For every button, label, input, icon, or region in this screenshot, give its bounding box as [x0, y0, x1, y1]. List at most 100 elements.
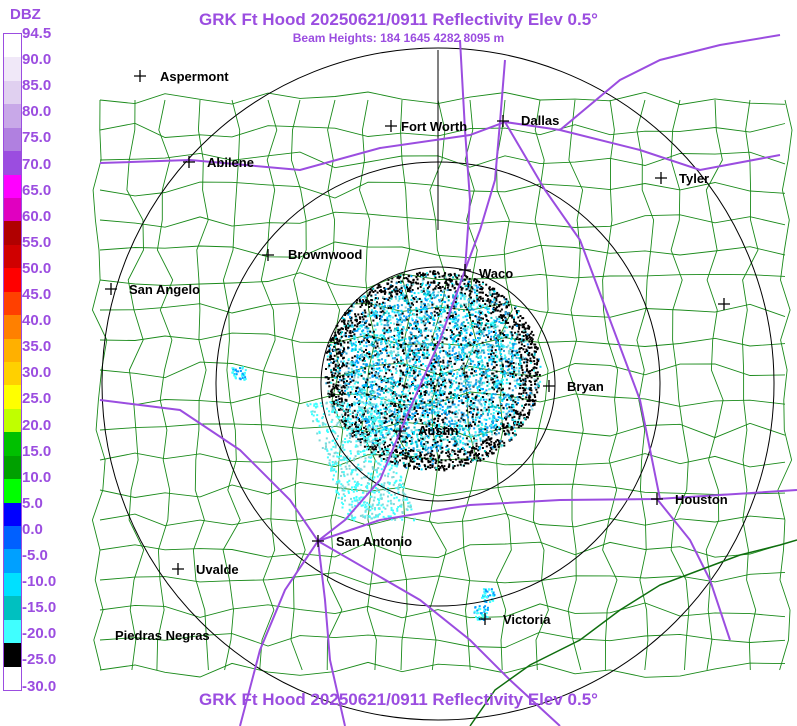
- echo-pixel: [424, 303, 426, 306]
- echo-pixel: [488, 332, 491, 335]
- echo-pixel: [472, 301, 475, 304]
- echo-pixel: [458, 397, 460, 399]
- echo-pixel: [393, 411, 396, 414]
- county-line: [156, 99, 174, 671]
- echo-pixel: [376, 340, 379, 343]
- echo-pixel: [385, 329, 388, 332]
- echo-pixel: [433, 362, 436, 365]
- echo-pixel: [353, 328, 356, 331]
- legend-color-segment: [4, 596, 21, 621]
- echo-pixel: [445, 352, 448, 355]
- echo-pixel: [493, 321, 496, 324]
- echo-pixel: [369, 401, 372, 404]
- echo-pixel: [520, 425, 523, 427]
- echo-pixel: [370, 418, 373, 421]
- echo-pixel: [388, 287, 391, 290]
- echo-pixel: [420, 459, 423, 462]
- echo-pixel: [364, 320, 367, 323]
- echo-pixel: [412, 297, 415, 299]
- echo-pixel: [482, 458, 485, 460]
- echo-pixel: [528, 336, 531, 339]
- echo-pixel: [510, 332, 513, 335]
- echo-pixel: [381, 319, 384, 322]
- echo-pixel: [420, 311, 423, 313]
- echo-pixel: [392, 429, 395, 432]
- echo-pixel: [332, 385, 335, 388]
- echo-pixel: [436, 312, 439, 314]
- echo-pixel: [371, 380, 374, 383]
- echo-pixel: [385, 403, 388, 406]
- echo-pixel: [489, 293, 492, 296]
- echo-pixel: [472, 418, 475, 421]
- echo-pixel: [399, 317, 402, 320]
- echo-pixel: [331, 371, 334, 374]
- echo-pixel: [505, 382, 508, 385]
- echo-pixel: [403, 439, 406, 442]
- echo-pixel: [466, 276, 469, 278]
- echo-pixel: [419, 344, 422, 347]
- echo-pixel: [408, 308, 411, 311]
- echo-pixel: [418, 365, 421, 368]
- echo-pixel: [435, 425, 438, 428]
- echo-pixel: [482, 412, 485, 415]
- echo-pixel: [371, 428, 374, 431]
- echo-pixel: [390, 336, 393, 338]
- echo-pixel: [385, 381, 388, 384]
- echo-pixel: [463, 278, 466, 281]
- echo-pixel: [517, 354, 520, 356]
- echo-pixel: [445, 396, 448, 399]
- echo-pixel: [433, 387, 435, 390]
- echo-pixel: [437, 321, 440, 324]
- echo-pixel: [404, 395, 407, 398]
- echo-pixel: [514, 401, 517, 404]
- echo-pixel: [491, 446, 494, 449]
- echo-pixel: [403, 341, 406, 344]
- echo-pixel: [407, 309, 409, 312]
- echo-pixel: [473, 384, 476, 387]
- echo-pixel: [524, 357, 527, 360]
- echo-pixel: [473, 456, 476, 459]
- echo-pixel: [328, 385, 331, 388]
- echo-pixel: [471, 447, 474, 450]
- echo-pixel: [342, 410, 345, 413]
- echo-pixel: [435, 446, 438, 449]
- echo-pixel: [447, 360, 449, 363]
- echo-pixel: [335, 360, 338, 363]
- echo-pixel: [428, 434, 431, 437]
- echo-pixel: [348, 312, 351, 315]
- echo-pixel: [446, 312, 449, 315]
- echo-pixel: [371, 392, 374, 395]
- echo-pixel: [461, 364, 464, 367]
- echo-pixel: [479, 334, 482, 336]
- echo-pixel: [399, 374, 402, 377]
- county-line: [567, 99, 584, 671]
- echo-pixel: [446, 439, 449, 442]
- echo-pixel: [386, 449, 389, 452]
- echo-pixel: [475, 442, 478, 445]
- echo-pixel: [398, 394, 401, 397]
- echo-pixel: [336, 399, 339, 402]
- echo-pixel: [495, 433, 498, 436]
- echo-pixel: [475, 447, 478, 450]
- echo-pixel: [421, 317, 424, 320]
- echo-pixel: [391, 421, 393, 424]
- echo-pixel: [434, 372, 437, 375]
- echo-pixel: [498, 407, 501, 409]
- echo-pixel: [470, 350, 473, 353]
- echo-pixel: [426, 448, 429, 451]
- echo-pixel: [511, 327, 514, 330]
- echo-pixel: [410, 304, 413, 307]
- echo-pixel: [426, 318, 429, 321]
- echo-pixel: [388, 364, 391, 367]
- echo-pixel: [345, 382, 348, 385]
- echo-pixel: [402, 292, 405, 295]
- echo-pixel: [481, 396, 484, 398]
- echo-pixel: [488, 442, 490, 445]
- echo-pixel: [402, 425, 405, 428]
- echo-pixel: [423, 304, 426, 307]
- echo-pixel: [492, 366, 495, 369]
- echo-pixel: [422, 278, 425, 281]
- echo-pixel: [494, 384, 497, 387]
- echo-pixel: [434, 367, 437, 370]
- echo-pixel: [343, 419, 346, 422]
